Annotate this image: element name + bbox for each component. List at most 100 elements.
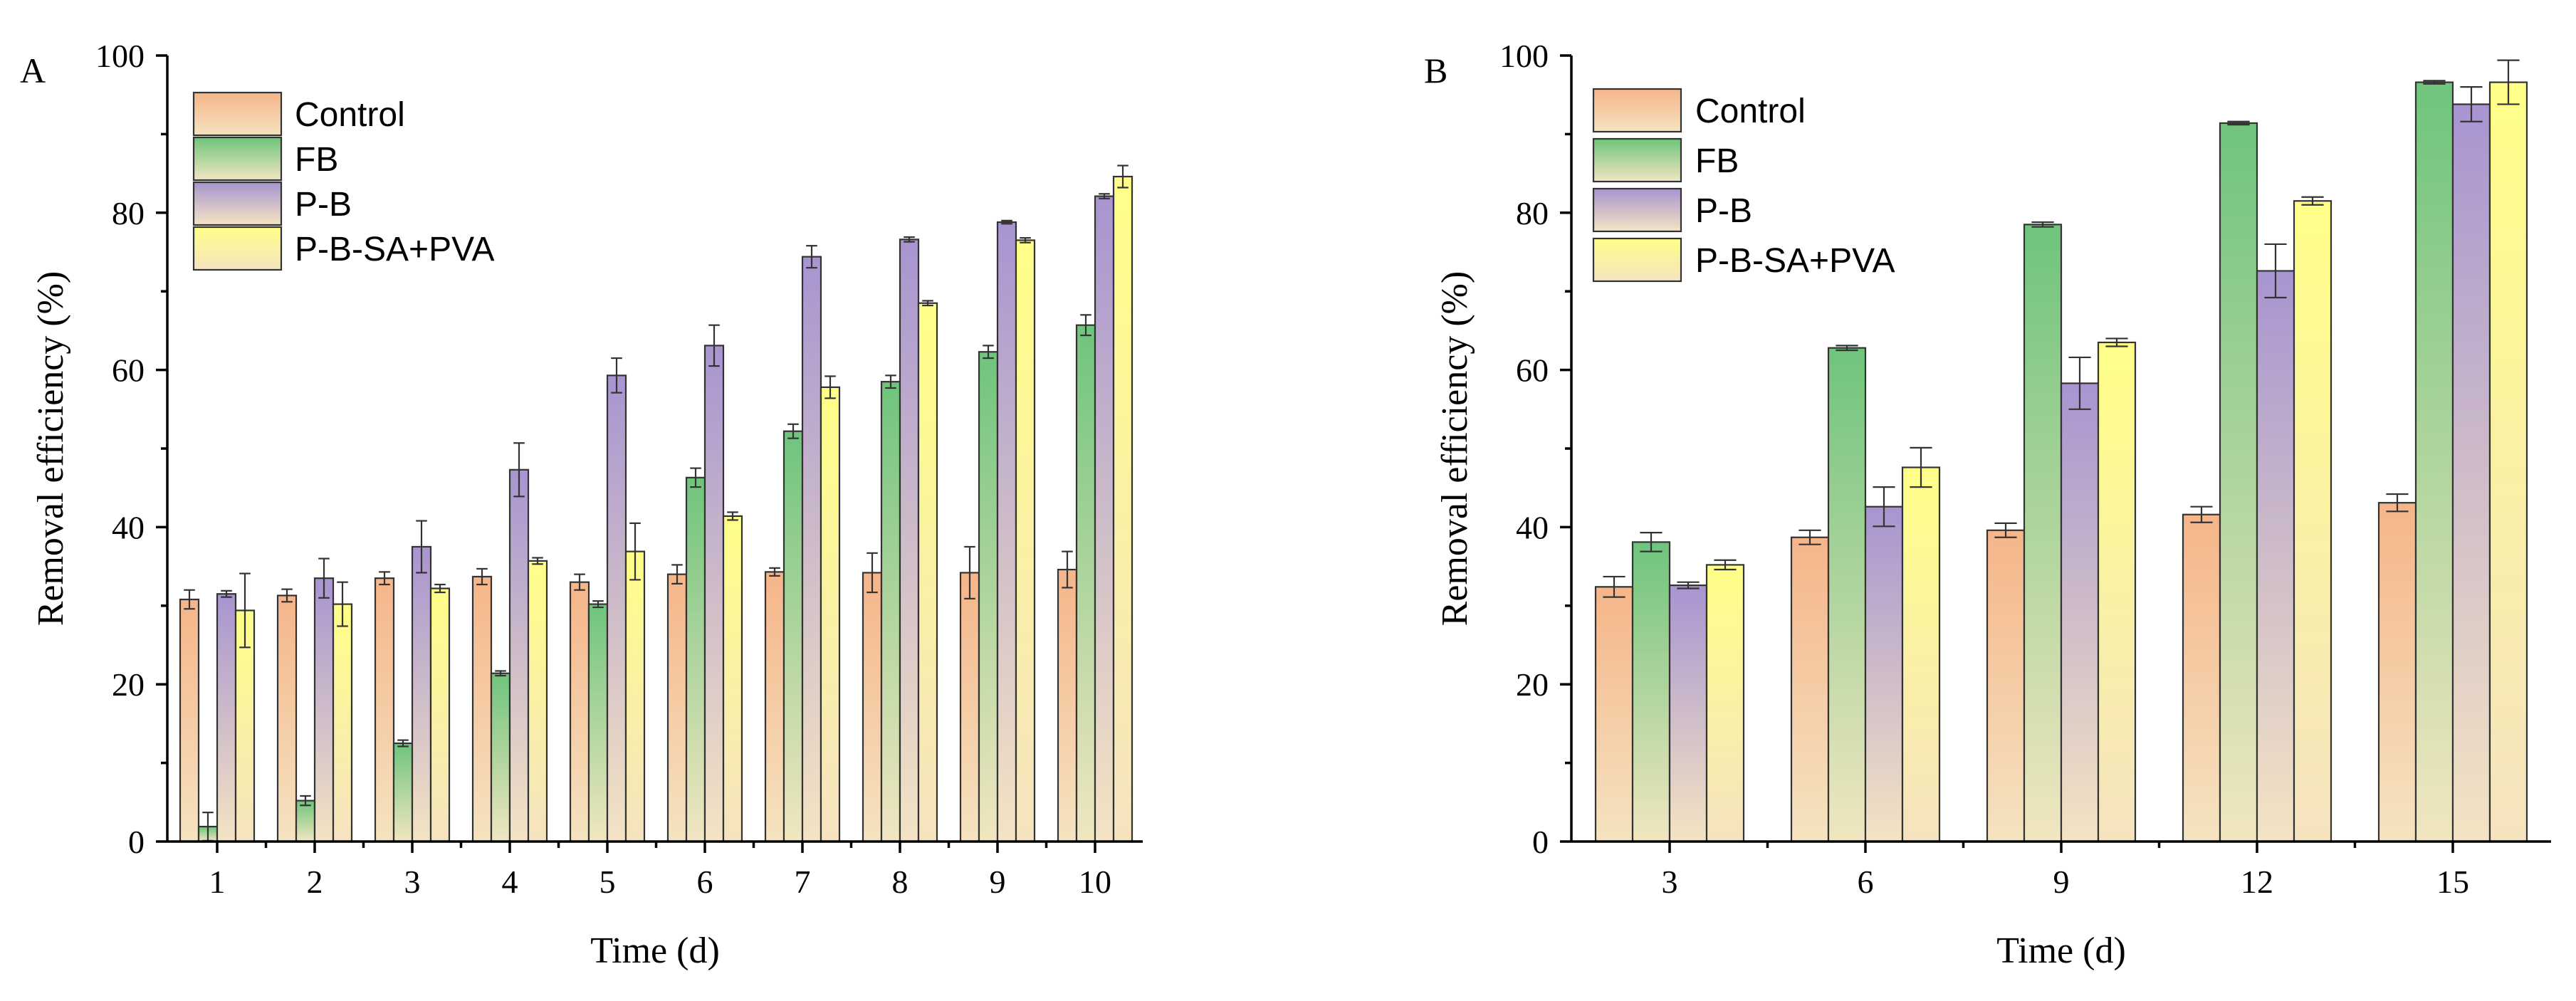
panel-b-errorbar-control-15 bbox=[2386, 493, 2409, 513]
panel-b-y-axis-label: Removal efficiency (%) bbox=[1435, 271, 1475, 627]
panel-b-bar-fb-12 bbox=[2219, 122, 2258, 843]
panel-b-bar-p-b-sa-pva-9 bbox=[2097, 341, 2137, 843]
panel-a-errorbar-p-b-sa-pva-7 bbox=[824, 375, 836, 399]
panel-a-bar-control-2 bbox=[276, 594, 298, 843]
panel-a-x-tick-label-10: 10 bbox=[1079, 864, 1111, 900]
panel-a-errorbar-p-b-sa-pva-6 bbox=[727, 511, 738, 521]
panel-a-bar-fb-7 bbox=[782, 430, 804, 843]
panel-a-bar-p-b-sa-pva-7 bbox=[820, 386, 841, 843]
panel-a-errorbar-control-9 bbox=[964, 545, 975, 599]
panel-a-legend-swatch-p-b bbox=[192, 181, 283, 226]
panel-b-legend-item-p-b-sa-pva: P-B-SA+PVA bbox=[1592, 237, 1895, 283]
panel-a-bar-fb-5 bbox=[587, 603, 609, 843]
panel-b-errorbar-p-b-sa-pva-9 bbox=[2105, 337, 2128, 347]
panel-b-x-tick-label-6: 6 bbox=[1858, 864, 1874, 900]
panel-b-bar-p-b-sa-pva-12 bbox=[2293, 200, 2332, 843]
panel-a-bar-fb-6 bbox=[685, 476, 706, 843]
panel-b-bar-p-b-6 bbox=[1864, 505, 1904, 843]
panel-a-legend-swatch-fb bbox=[192, 136, 283, 182]
panel-b-legend-swatch-control bbox=[1592, 88, 1682, 133]
panel-b-bar-control-9 bbox=[1986, 529, 2026, 843]
panel-a-errorbar-fb-10 bbox=[1080, 314, 1091, 337]
panel-a-errorbar-control-5 bbox=[574, 573, 585, 591]
panel-b-errorbar-p-b-3 bbox=[1677, 581, 1700, 589]
panel-a-legend-item-p-b: P-B bbox=[192, 181, 352, 226]
panel-a-bar-p-b-sa-pva-4 bbox=[527, 560, 548, 843]
panel-a-chart: A 0 20 40 60 80 100 1 2 3 4 5 6 7 8 9 10 Time (d) Removal … bbox=[20, 38, 1143, 971]
panel-b-letter: B bbox=[1424, 51, 1447, 90]
panel-b-bar-p-b-12 bbox=[2256, 270, 2295, 843]
panel-b-bar-fb-9 bbox=[2023, 224, 2063, 843]
panel-b-bar-p-b-sa-pva-6 bbox=[1901, 466, 1941, 843]
panel-b-errorbar-control-3 bbox=[1603, 575, 1625, 598]
panel-b-y-tick-label-40: 40 bbox=[1516, 509, 1549, 545]
panel-b-legend-label-p-b: P-B bbox=[1695, 192, 1752, 230]
panel-a-errorbar-p-b-sa-pva-5 bbox=[629, 522, 641, 581]
panel-b-errorbar-p-b-12 bbox=[2264, 243, 2287, 299]
panel-a-errorbar-p-b-9 bbox=[1001, 219, 1012, 225]
panel-b-legend-item-fb: FB bbox=[1592, 137, 1739, 183]
panel-a-legend-label-p-b: P-B bbox=[295, 186, 352, 224]
panel-b-x-tick-label-15: 15 bbox=[2436, 864, 2469, 900]
panel-a-errorbar-fb-8 bbox=[885, 374, 896, 389]
panel-a-errorbar-p-b-1 bbox=[221, 589, 232, 598]
panel-a-x-tick-label-9: 9 bbox=[990, 864, 1006, 900]
panel-b-errorbar-p-b-sa-pva-6 bbox=[1910, 446, 1932, 488]
panel-a-bar-p-b-9 bbox=[996, 221, 1017, 843]
panel-a-bar-fb-2 bbox=[295, 800, 316, 843]
panel-a-errorbar-p-b-4 bbox=[513, 442, 525, 498]
panel-a-x-tick-label-4: 4 bbox=[502, 864, 518, 900]
panel-a-errorbar-p-b-sa-pva-8 bbox=[922, 300, 933, 307]
panel-a-errorbar-control-3 bbox=[379, 571, 390, 586]
panel-a-legend-label-fb: FB bbox=[295, 141, 338, 179]
panel-a-errorbar-fb-6 bbox=[690, 467, 701, 488]
panel-a-bar-p-b-sa-pva-9 bbox=[1015, 239, 1036, 843]
panel-b-bar-p-b-15 bbox=[2451, 103, 2491, 843]
panel-b-errorbar-p-b-15 bbox=[2460, 86, 2483, 122]
panel-a-bar-p-b-sa-pva-10 bbox=[1112, 175, 1133, 843]
panel-a-bar-fb-3 bbox=[392, 742, 414, 843]
panel-b-chart: B 0 20 40 60 80 100 3 6 9 12 15 Time (d) Removal effi… bbox=[1424, 38, 2551, 971]
panel-b-y-tick-label-60: 60 bbox=[1516, 352, 1549, 389]
panel-b-y-tick-label-100: 100 bbox=[1499, 38, 1549, 74]
panel-a-x-tick-label-6: 6 bbox=[697, 864, 713, 900]
panel-b-bar-fb-6 bbox=[1827, 347, 1867, 843]
panel-a-y-tick-label-20: 20 bbox=[112, 666, 145, 703]
panel-a-bar-p-b-5 bbox=[606, 374, 627, 843]
panel-a-y-tick-label-60: 60 bbox=[112, 352, 145, 389]
panel-a-errorbar-p-b-sa-pva-1 bbox=[239, 572, 251, 649]
panel-a-bar-fb-10 bbox=[1075, 324, 1096, 843]
panel-a-errorbar-p-b-5 bbox=[611, 357, 622, 394]
panel-a-y-tick-label-0: 0 bbox=[128, 824, 145, 860]
panel-a-errorbar-fb-4 bbox=[495, 670, 506, 677]
panel-b-x-tick-label-9: 9 bbox=[2053, 864, 2070, 900]
panel-a-errorbar-control-8 bbox=[866, 552, 878, 594]
panel-b-legend-item-control: Control bbox=[1592, 88, 1806, 133]
panel-b-legend-item-p-b: P-B bbox=[1592, 187, 1752, 233]
panel-a-bar-p-b-sa-pva-2 bbox=[332, 603, 353, 843]
panel-b-y-tick-label-20: 20 bbox=[1516, 666, 1549, 703]
panel-a-bar-control-1 bbox=[179, 598, 200, 843]
panel-a-letter: A bbox=[20, 51, 46, 90]
panel-b-bar-p-b-3 bbox=[1668, 584, 1708, 843]
panel-a-x-tick-label-8: 8 bbox=[892, 864, 909, 900]
panel-a-legend-label-control: Control bbox=[295, 96, 405, 134]
panel-b-errorbar-p-b-9 bbox=[2068, 356, 2091, 410]
panel-b-errorbar-fb-12 bbox=[2227, 120, 2250, 126]
panel-b-legend-swatch-p-b-sa-pva bbox=[1592, 237, 1682, 283]
panel-b-axes: 0 20 40 60 80 100 3 6 9 12 15 Time (d) Removal effic… bbox=[1435, 38, 2551, 971]
panel-a-bar-p-b-1 bbox=[216, 593, 237, 843]
panel-a-errorbar-fb-9 bbox=[983, 345, 994, 360]
panel-a-errorbar-p-b-sa-pva-10 bbox=[1117, 164, 1129, 189]
panel-a-y-tick-label-80: 80 bbox=[112, 195, 145, 231]
panel-a-errorbar-control-2 bbox=[281, 588, 293, 603]
panel-a-bar-p-b-sa-pva-8 bbox=[917, 302, 938, 843]
panel-a-bar-p-b-7 bbox=[801, 256, 822, 843]
panel-a-errorbar-control-10 bbox=[1062, 550, 1073, 589]
panel-a-errorbar-control-7 bbox=[769, 567, 780, 577]
panel-b-bar-fb-3 bbox=[1631, 541, 1671, 843]
panel-a-bars bbox=[179, 164, 1133, 843]
panel-a-legend-item-p-b-sa-pva: P-B-SA+PVA bbox=[192, 226, 495, 271]
panel-a-bar-p-b-2 bbox=[313, 577, 335, 843]
panel-a-errorbar-p-b-3 bbox=[416, 520, 427, 574]
